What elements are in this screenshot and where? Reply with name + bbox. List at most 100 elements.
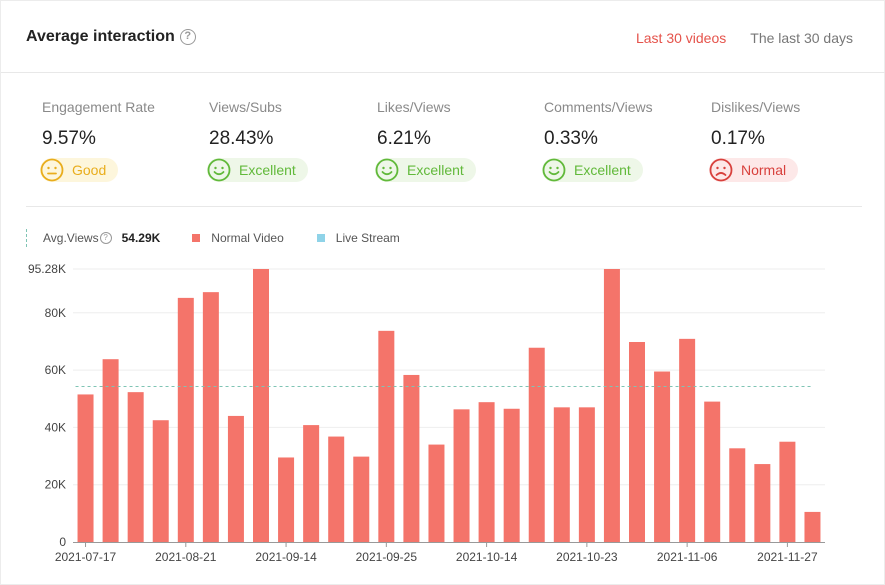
rating-label: Excellent: [407, 162, 464, 178]
metric-comments-views: Comments/Views 0.33% Excellent: [542, 99, 653, 187]
legend-item-live-stream[interactable]: Live Stream: [316, 231, 400, 245]
chart-grid: [73, 268, 825, 486]
sad-face-icon: [709, 158, 733, 182]
rating-label: Normal: [741, 162, 787, 178]
y-tick-label: 80K: [45, 306, 66, 320]
metric-engagement-rate: Engagement Rate 9.57% Good: [40, 99, 155, 187]
metric-label: Likes/Views: [377, 99, 451, 115]
card-title-text: Average interaction: [26, 28, 175, 45]
bar[interactable]: [353, 456, 370, 542]
x-tick-label: 2021-10-23: [556, 550, 618, 564]
help-icon[interactable]: ?: [179, 29, 196, 45]
legend-label: Live Stream: [335, 231, 400, 245]
bar[interactable]: [102, 359, 119, 542]
happy-face-icon: [542, 158, 566, 182]
rating-badge: Excellent: [207, 158, 308, 182]
bar[interactable]: [453, 409, 470, 542]
x-tick-label: 2021-07-17: [55, 550, 117, 564]
help-icon[interactable]: ?: [99, 232, 112, 244]
rating-label: Good: [72, 162, 107, 178]
y-tick-label: 40K: [45, 420, 66, 434]
metric-value: 0.17%: [711, 128, 765, 149]
metric-value: 9.57%: [42, 128, 96, 149]
metric-label: Views/Subs: [209, 99, 282, 115]
y-tick-label: 60K: [45, 363, 66, 377]
bar[interactable]: [227, 415, 244, 542]
bar[interactable]: [528, 347, 545, 542]
happy-face-icon: [207, 158, 231, 182]
x-axis-ticks: 2021-07-17 2021-08-21 2021-09-14 2021-09-25…: [55, 542, 818, 564]
metric-likes-views: Likes/Views 6.21% Excellent: [375, 99, 478, 187]
avg-views-text: Avg.Views: [43, 231, 99, 245]
legend-swatch: [316, 234, 325, 242]
rating-badge: Good: [40, 158, 119, 182]
legend-swatch: [192, 234, 201, 242]
bar[interactable]: [603, 269, 620, 542]
y-tick-label: 20K: [45, 478, 66, 492]
chart-bars: [77, 269, 821, 542]
bar[interactable]: [177, 297, 194, 542]
bar[interactable]: [754, 464, 771, 542]
chart-legend: Avg.Views ? 54.29K Normal Video Live Str…: [26, 229, 433, 247]
x-tick-label: 2021-10-14: [456, 550, 518, 564]
bar[interactable]: [328, 436, 345, 542]
metric-value: 0.33%: [544, 128, 598, 149]
rating-badge: Excellent: [542, 158, 643, 182]
metric-value: 6.21%: [377, 128, 431, 149]
bar[interactable]: [578, 407, 595, 542]
metric-dislikes-views: Dislikes/Views 0.17% Normal: [709, 99, 801, 187]
bar[interactable]: [378, 330, 395, 542]
metric-label: Comments/Views: [544, 99, 653, 115]
y-tick-label: 0: [59, 535, 66, 549]
bar[interactable]: [278, 457, 295, 542]
bar[interactable]: [403, 374, 420, 542]
bar[interactable]: [503, 408, 520, 542]
bar[interactable]: [553, 407, 570, 542]
bar[interactable]: [804, 511, 821, 542]
metric-views-subs: Views/Subs 28.43% Excellent: [207, 99, 310, 187]
happy-face-icon: [375, 158, 399, 182]
tab-last-30-videos[interactable]: Last 30 videos: [635, 30, 727, 46]
metric-label: Engagement Rate: [42, 99, 155, 115]
card-title: Average interaction ?: [26, 28, 196, 46]
y-axis-ticks: 0 20K 40K 60K 80K 95.28K: [28, 262, 66, 549]
bar[interactable]: [704, 401, 721, 542]
x-tick-label: 2021-09-25: [356, 550, 418, 564]
avg-line-legend-marker: [26, 229, 27, 247]
bar[interactable]: [152, 420, 169, 542]
rating-label: Excellent: [239, 162, 296, 178]
bar[interactable]: [77, 394, 94, 542]
avg-views-value: 54.29K: [121, 231, 161, 245]
x-tick-label: 2021-11-06: [657, 550, 718, 564]
card-header: Average interaction ? Last 30 videos The…: [1, 1, 885, 73]
metrics-row: Engagement Rate 9.57% Good Views/Subs 28…: [40, 99, 862, 191]
x-tick-label: 2021-08-21: [155, 550, 217, 564]
bar[interactable]: [253, 269, 269, 542]
bar[interactable]: [303, 425, 320, 542]
bar[interactable]: [629, 342, 645, 542]
bar[interactable]: [779, 441, 796, 542]
bar[interactable]: [654, 371, 671, 542]
rating-badge: Normal: [709, 158, 799, 182]
bar-chart: 0 20K 40K 60K 80K 95.28K 2021-07-17 2021-08-21…: [28, 262, 825, 564]
avg-views-label: Avg.Views ?: [43, 231, 112, 245]
legend-label: Normal Video: [211, 231, 284, 245]
neutral-face-icon: [40, 158, 64, 182]
metric-value: 28.43%: [209, 128, 274, 149]
bar[interactable]: [679, 338, 696, 542]
tab-last-30-days[interactable]: The last 30 days: [750, 30, 853, 46]
legend-item-normal-video[interactable]: Normal Video: [192, 231, 284, 245]
section-divider: [26, 206, 862, 207]
rating-label: Excellent: [574, 162, 631, 178]
bar[interactable]: [202, 292, 219, 542]
period-tabs: Last 30 videos The last 30 days: [636, 30, 853, 46]
bar[interactable]: [729, 448, 746, 542]
bar[interactable]: [428, 444, 445, 542]
x-tick-label: 2021-09-14: [255, 550, 317, 564]
metric-label: Dislikes/Views: [711, 99, 801, 115]
bar[interactable]: [127, 392, 144, 542]
rating-badge: Excellent: [375, 158, 476, 182]
bar[interactable]: [478, 402, 495, 542]
x-tick-label: 2021-11-27: [757, 550, 818, 564]
